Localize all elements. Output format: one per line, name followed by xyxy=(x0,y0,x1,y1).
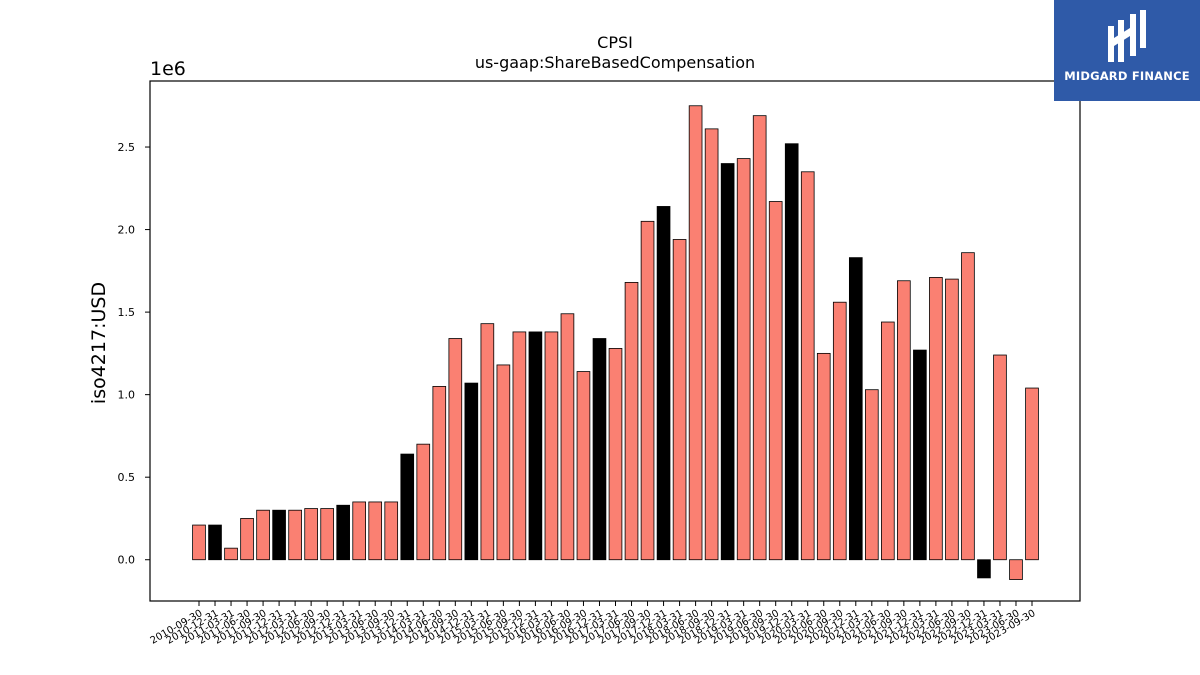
bar xyxy=(432,385,447,561)
bar xyxy=(672,239,687,561)
bar xyxy=(704,128,719,561)
logo-text: MIDGARD FINANCE xyxy=(1064,69,1190,83)
y-tick-label: 0.0 xyxy=(118,554,136,567)
bar xyxy=(1025,387,1039,561)
offset-label: 1e6 xyxy=(150,58,186,80)
y-tick-label: 2.5 xyxy=(118,141,136,154)
bar xyxy=(1009,559,1023,580)
bar xyxy=(929,277,943,561)
bar xyxy=(384,501,399,561)
midgard-logo: MIDGARD FINANCE xyxy=(1054,0,1200,101)
chart-title: CPSI xyxy=(597,33,633,52)
bar xyxy=(913,349,927,561)
bar xyxy=(608,348,623,561)
bar xyxy=(592,338,607,561)
bar xyxy=(624,281,639,561)
bar xyxy=(897,280,911,561)
x-ticks-group: 2010-09-302010-12-312011-03-312011-06-30… xyxy=(149,601,1038,647)
bar xyxy=(192,524,206,561)
bar xyxy=(512,331,527,561)
bar xyxy=(448,338,463,561)
bar xyxy=(752,115,767,561)
bar xyxy=(352,501,366,561)
bar xyxy=(272,509,286,561)
bar xyxy=(544,331,559,561)
bar xyxy=(945,278,959,561)
bar xyxy=(865,389,879,561)
bar xyxy=(961,252,975,561)
bar xyxy=(768,201,783,561)
bar xyxy=(288,509,302,561)
bar xyxy=(480,323,495,561)
bar xyxy=(977,559,991,579)
y-tick-label: 0.5 xyxy=(118,471,136,484)
bar xyxy=(464,382,479,561)
chart-subtitle: us-gaap:ShareBasedCompensation xyxy=(475,53,755,72)
midgard-logo-icon xyxy=(1108,10,1146,62)
plot-frame xyxy=(149,80,1081,602)
bars-group xyxy=(192,105,1039,580)
bar xyxy=(656,206,671,561)
bar xyxy=(848,257,863,561)
bar xyxy=(784,143,799,561)
bar xyxy=(576,371,591,561)
bar xyxy=(240,518,254,561)
bar xyxy=(993,354,1007,561)
y-ticks-group: 0.0 0.5 1.0 1.5 2.0 2.5 xyxy=(118,141,150,567)
bar xyxy=(400,453,415,561)
bar xyxy=(800,171,815,561)
bar xyxy=(816,352,831,561)
bar xyxy=(320,508,334,561)
bar xyxy=(688,105,703,561)
bar xyxy=(208,524,222,561)
bar xyxy=(496,364,511,561)
bar xyxy=(832,301,847,561)
y-tick-label: 2.0 xyxy=(118,224,136,237)
bar xyxy=(336,504,350,561)
bar xyxy=(416,443,431,561)
bar xyxy=(640,220,655,561)
bar xyxy=(560,313,575,561)
bar xyxy=(528,331,543,561)
bar xyxy=(368,501,383,561)
y-tick-label: 1.5 xyxy=(118,306,136,319)
bar xyxy=(720,163,735,561)
bar xyxy=(881,321,895,561)
bar xyxy=(304,508,318,561)
bar xyxy=(736,158,751,561)
bar xyxy=(256,509,270,561)
y-axis-label: iso4217:USD xyxy=(88,282,110,404)
bar xyxy=(224,547,238,561)
y-tick-label: 1.0 xyxy=(118,389,136,402)
